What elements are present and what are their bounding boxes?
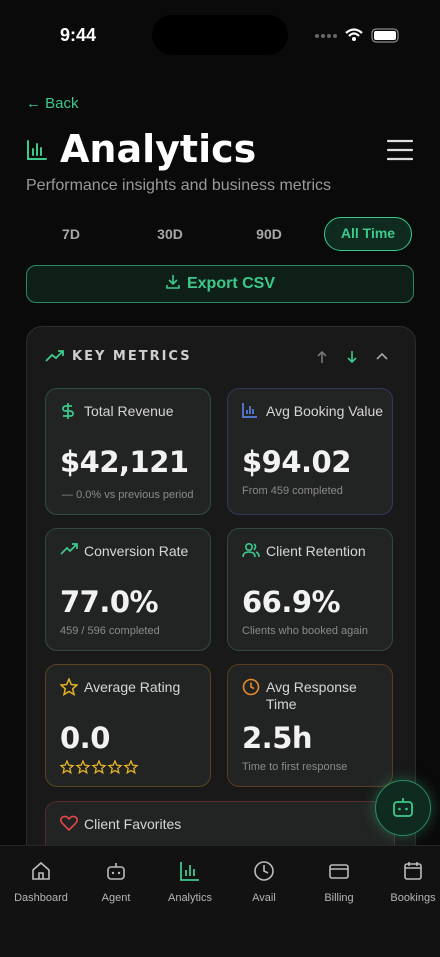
- metric-label: Average Rating: [84, 679, 181, 695]
- export-button[interactable]: Export CSV: [26, 265, 414, 303]
- back-label: Back: [45, 95, 79, 112]
- nav-item[interactable]: Dashboard: [6, 860, 76, 904]
- page-subtitle: Performance insights and business metric…: [26, 177, 332, 194]
- rating-stars: [60, 760, 139, 775]
- metric-label: Client Favorites: [84, 816, 182, 832]
- calendar-icon: [404, 862, 422, 880]
- nav-label: Analytics: [167, 892, 213, 904]
- metric-value: 77.0%: [60, 585, 159, 619]
- status-time: 9:44: [60, 25, 97, 45]
- metric-label: Client Retention: [266, 543, 366, 559]
- metric-value: $42,121: [60, 445, 189, 479]
- metric-label: Total Revenue: [84, 403, 174, 419]
- trend-icon: [60, 543, 78, 555]
- metric-value: 0.0: [60, 721, 110, 755]
- metric-card: Conversion Rate 77.0% 459 / 596 complete…: [45, 528, 211, 651]
- range-tab[interactable]: 7D: [62, 226, 80, 242]
- export-label: Export CSV: [186, 275, 275, 292]
- clock-icon: [254, 861, 274, 881]
- metric-card: Client Retention 66.9% Clients who booke…: [227, 528, 393, 651]
- analytics-icon: [180, 862, 199, 881]
- bot-icon: [392, 797, 413, 817]
- download-icon: [166, 275, 180, 289]
- users-icon: [242, 542, 260, 558]
- heart-icon: [60, 815, 78, 831]
- bottom-nav: [0, 845, 440, 957]
- metric-card: Average Rating 0.0: [45, 664, 211, 787]
- dynamic-island: [152, 15, 288, 55]
- chart-icon: [242, 403, 257, 418]
- metric-card: Total Revenue $42,121 — 0.0% vs previous…: [45, 388, 211, 515]
- status-icons: [315, 28, 399, 43]
- section-controls[interactable]: [314, 349, 394, 365]
- assistant-button[interactable]: [375, 780, 431, 836]
- metric-sub: — 0.0% vs previous period: [62, 489, 194, 501]
- section-title: KEY METRICS: [72, 349, 192, 364]
- nav-item[interactable]: Avail: [229, 860, 299, 904]
- range-tab[interactable]: 30D: [157, 226, 183, 242]
- back-button[interactable]: ← Back: [26, 95, 79, 112]
- page-title: Analytics: [60, 127, 257, 171]
- trend-icon: [45, 350, 64, 362]
- metric-card: Avg Booking Value $94.02 From 459 comple…: [227, 388, 393, 515]
- range-tab-active[interactable]: All Time: [324, 217, 412, 251]
- nav-item-active[interactable]: Analytics: [155, 860, 225, 904]
- dollar-icon: [62, 403, 74, 419]
- metric-sub: 459 / 596 completed: [60, 625, 160, 637]
- metric-value: 66.9%: [242, 585, 341, 619]
- card-icon: [329, 864, 349, 879]
- metric-label: Conversion Rate: [84, 543, 189, 559]
- menu-button[interactable]: [387, 139, 413, 161]
- nav-item[interactable]: Agent: [81, 860, 151, 904]
- nav-label: Bookings: [390, 892, 436, 904]
- nav-item[interactable]: Billing: [304, 860, 374, 904]
- analytics-icon: [27, 140, 47, 160]
- metric-value: $94.02: [242, 445, 351, 479]
- nav-label: Dashboard: [14, 892, 68, 904]
- clock-icon: [242, 678, 260, 696]
- metric-sub-text: 0.0% vs previous period: [76, 489, 194, 501]
- home-icon: [32, 861, 50, 880]
- nav-label: Avail: [252, 892, 276, 904]
- nav-label: Agent: [101, 892, 131, 904]
- metric-value: 2.5h: [242, 721, 313, 755]
- metric-sub: From 459 completed: [242, 485, 343, 497]
- metric-sub: Clients who booked again: [242, 625, 368, 637]
- bot-icon: [107, 863, 125, 880]
- metric-sub: Time to first response: [242, 761, 348, 773]
- star-icon: [60, 678, 78, 696]
- metric-label: Avg Response Time: [266, 679, 357, 712]
- metric-label: Avg Booking Value: [266, 403, 384, 419]
- range-tab[interactable]: 90D: [256, 226, 282, 242]
- nav-item[interactable]: Bookings: [378, 860, 440, 904]
- metric-card: Avg Response Time 2.5h Time to first res…: [227, 664, 393, 787]
- nav-label: Billing: [324, 892, 354, 904]
